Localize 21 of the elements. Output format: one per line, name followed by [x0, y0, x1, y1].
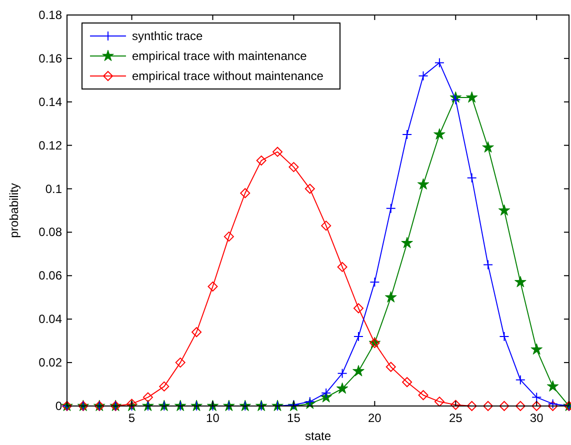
- legend-label: empirical trace with maintenance: [132, 49, 308, 63]
- legend-label: synthtic trace: [132, 29, 204, 43]
- y-tick-label: 0.12: [38, 138, 62, 152]
- x-tick-label: 10: [206, 411, 220, 425]
- x-tick-label: 30: [530, 411, 544, 425]
- y-tick-label: 0.14: [38, 94, 62, 109]
- y-axis-title: probability: [7, 183, 21, 238]
- x-tick-label: 15: [287, 411, 301, 425]
- y-tick-label: 0: [55, 399, 62, 413]
- legend-label: empirical trace without maintenance: [132, 69, 324, 83]
- y-tick-label: 0.02: [38, 356, 62, 370]
- y-tick-label: 0.08: [38, 225, 62, 240]
- x-tick-label: 5: [128, 411, 136, 425]
- y-tick-label: 0.04: [38, 312, 62, 326]
- y-tick-label: 0.1: [45, 182, 62, 196]
- x-tick-label: 25: [448, 411, 463, 425]
- y-tick-label: 0.18: [38, 8, 62, 22]
- y-tick-label: 0.06: [38, 268, 62, 283]
- x-axis-title: state: [304, 429, 332, 443]
- x-tick-label: 20: [368, 411, 382, 425]
- y-tick-label: 0.16: [38, 51, 62, 66]
